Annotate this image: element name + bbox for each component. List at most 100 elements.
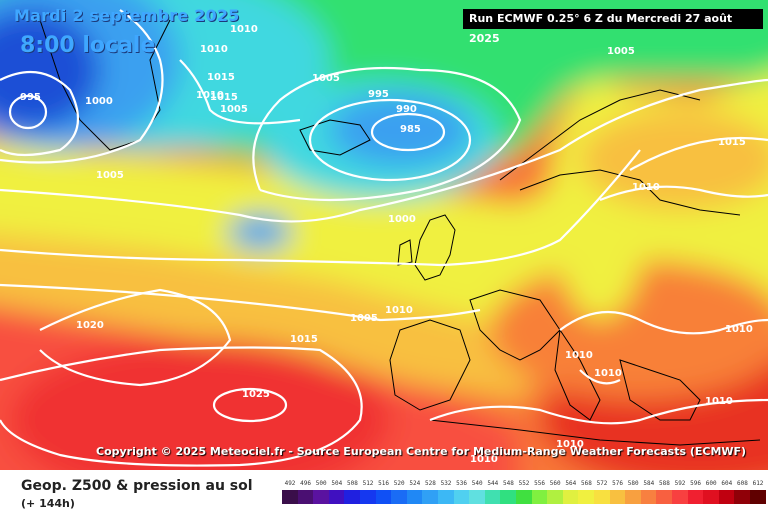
- scale-swatch: [438, 490, 454, 504]
- scale-label: 612: [752, 480, 764, 487]
- forecast-time: 8:00 locale: [20, 33, 156, 58]
- scale-swatch: [640, 490, 657, 504]
- isobar-label: 995: [20, 92, 41, 103]
- forecast-offset: (+ 144h): [21, 497, 75, 510]
- scale-swatch: [313, 490, 329, 504]
- scale-swatch: [328, 490, 345, 504]
- isobar-label: 1010: [594, 368, 622, 379]
- scale-label: 584: [643, 480, 655, 487]
- isobar-label: 995: [368, 89, 389, 100]
- scale-label: 600: [705, 480, 717, 487]
- isobar-labels: 995 1000101010101015101510101005100599599…: [20, 24, 753, 465]
- scale-swatch: [703, 490, 719, 504]
- scale-swatch: [672, 490, 688, 504]
- isobar-label: 1000: [388, 214, 416, 225]
- isobar-label: 1010: [556, 439, 584, 450]
- scale-swatch: [453, 490, 470, 504]
- scale-label: 524: [409, 480, 421, 487]
- isobar-label: 1015: [718, 137, 746, 148]
- isobar-label: 1010: [196, 90, 224, 101]
- scale-label: 520: [393, 480, 405, 487]
- scale-label: 536: [456, 480, 468, 487]
- scale-swatch: [391, 490, 407, 504]
- scale-swatch: [656, 490, 672, 504]
- isobar-label: 1020: [76, 320, 104, 331]
- scale-swatch: [609, 490, 626, 504]
- scale-label: 512: [362, 480, 374, 487]
- isobar-label: 1005: [607, 46, 635, 57]
- scale-swatch: [297, 490, 314, 504]
- scale-swatch: [500, 490, 516, 504]
- scale-label: 548: [502, 480, 514, 487]
- coastlines: [39, 19, 761, 446]
- scale-label: 560: [549, 480, 561, 487]
- legend-footer: Geop. Z500 & pression au sol (+ 144h) 49…: [0, 470, 768, 512]
- scale-swatch: [578, 490, 594, 504]
- scale-label: 608: [736, 480, 748, 487]
- scale-swatch: [516, 490, 532, 504]
- isobar-label: 1010: [470, 454, 498, 465]
- scale-label: 568: [580, 480, 592, 487]
- isobar-label: 1010: [705, 396, 733, 407]
- z500-color-field: [0, 0, 768, 470]
- isobar-label: 985: [400, 124, 421, 135]
- scale-swatch: [734, 490, 750, 504]
- scale-label: 528: [424, 480, 436, 487]
- isobar-label: 1000: [85, 96, 113, 107]
- run-info: Run ECMWF 0.25° 6 Z du Mercredi 27 août …: [463, 9, 763, 45]
- scale-swatch: [547, 490, 563, 504]
- isobar-label: 1010: [632, 182, 660, 193]
- scale-label: 572: [596, 480, 608, 487]
- isobar-label: 1010: [230, 24, 258, 35]
- scale-swatch: [360, 490, 376, 504]
- isobar-label: 1005: [96, 170, 124, 181]
- isobar-label: 1010: [565, 350, 593, 361]
- isobar-label: 1010: [200, 44, 228, 55]
- scale-swatch: [750, 490, 766, 504]
- scale-label: 552: [518, 480, 530, 487]
- isobar-label: 1010: [385, 305, 413, 316]
- scale-label: 496: [300, 480, 312, 487]
- chart-title: Geop. Z500 & pression au sol: [21, 478, 253, 494]
- scale-swatch: [375, 490, 392, 504]
- isobar-label: 1025: [242, 389, 270, 400]
- isobar-label: 1005: [220, 104, 248, 115]
- scale-swatch: [687, 490, 704, 504]
- scale-swatch: [344, 490, 360, 504]
- isobar-label: 1005: [350, 313, 378, 324]
- color-scale: 492 496 500 504 508 512 516 520 524 528 532 536 540 5…: [282, 480, 766, 510]
- scale-swatch: [625, 490, 641, 504]
- scale-swatch: [562, 490, 579, 504]
- scale-swatch: [422, 490, 438, 504]
- scale-label: 508: [346, 480, 358, 487]
- scale-swatch: [406, 490, 423, 504]
- isobar-label: 1005: [312, 73, 340, 84]
- forecast-date: Mardi 2 septembre 2025: [14, 6, 240, 25]
- isobar-label: 1015: [210, 92, 238, 103]
- scale-label: 544: [487, 480, 499, 487]
- scale-swatch: [469, 490, 485, 504]
- copyright-notice: Copyright © 2025 Meteociel.fr - Source E…: [96, 445, 747, 458]
- scale-label: 500: [315, 480, 327, 487]
- isobar-label: 1015: [290, 334, 318, 345]
- scale-label: 564: [565, 480, 577, 487]
- scale-label: 540: [471, 480, 483, 487]
- isobars: [0, 9, 768, 467]
- scale-swatch: [718, 490, 735, 504]
- scale-swatch: [282, 490, 298, 504]
- map-canvas: 995 1000101010101015101510101005100599599…: [0, 0, 768, 470]
- scale-label: 492: [284, 480, 296, 487]
- scale-label: 592: [674, 480, 686, 487]
- scale-label: 504: [331, 480, 343, 487]
- isobar-label: 990: [396, 104, 417, 115]
- scale-label: 604: [721, 480, 733, 487]
- scale-label: 516: [378, 480, 390, 487]
- weather-map: 995 1000 1010 1010 1015 1015 1010 1005 1005 995 99…: [0, 0, 768, 470]
- scale-swatch: [594, 490, 610, 504]
- scale-label: 556: [534, 480, 546, 487]
- isobar-label: 1010: [725, 324, 753, 335]
- scale-label: 576: [612, 480, 624, 487]
- scale-label: 588: [658, 480, 670, 487]
- isobar-label: 1015: [207, 72, 235, 83]
